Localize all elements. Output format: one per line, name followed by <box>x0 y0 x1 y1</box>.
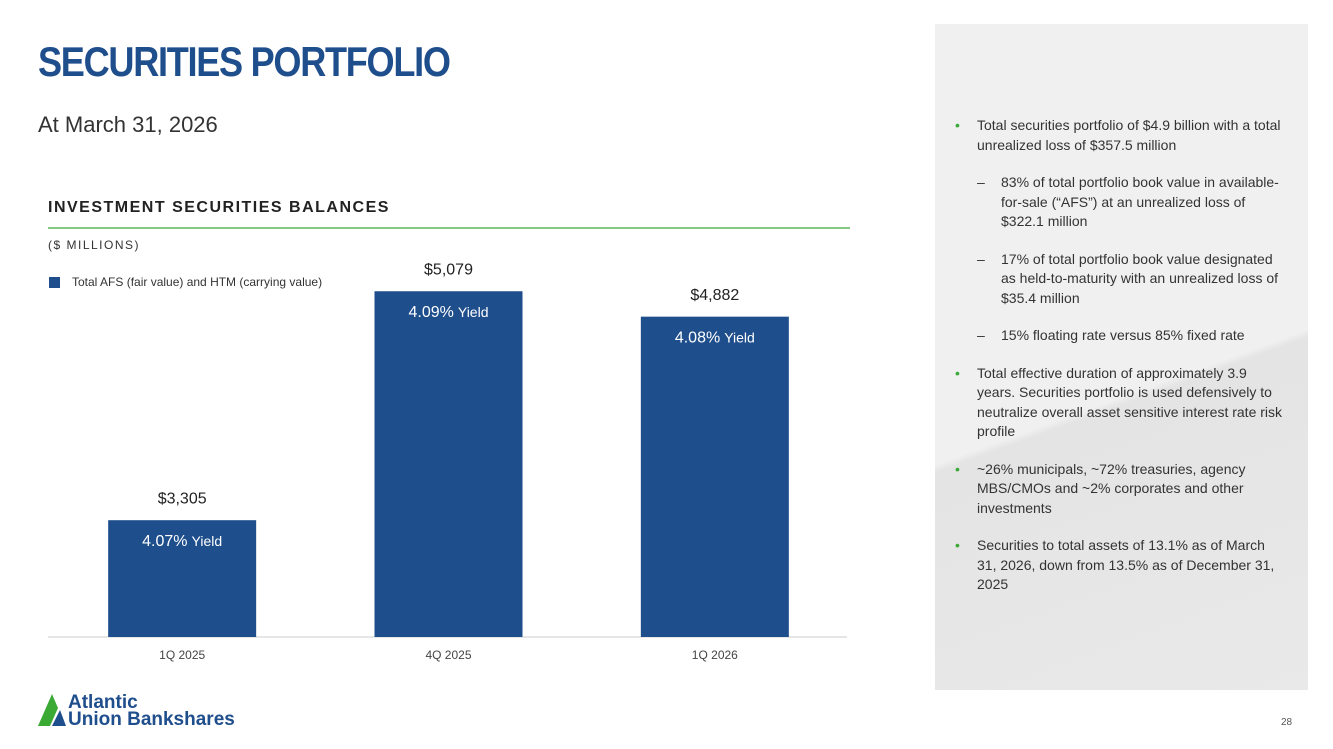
yield-value: 4.07% <box>142 533 187 550</box>
yield-word: Yield <box>192 533 223 549</box>
bullet: Total effective duration of approximatel… <box>955 364 1285 442</box>
value-label: $5,079 <box>424 261 473 278</box>
sub-bullet: 83% of total portfolio book value in ava… <box>955 173 1285 232</box>
yield-label: 4.08% Yield <box>675 329 755 347</box>
x-tick-label: 4Q 2025 <box>425 648 471 662</box>
value-label: $4,882 <box>690 287 739 304</box>
logo-mark <box>52 710 66 726</box>
yield-label: 4.07% Yield <box>142 533 222 551</box>
bullet-list: Total securities portfolio of $4.9 billi… <box>955 116 1285 613</box>
sub-bullet: 17% of total portfolio book value design… <box>955 250 1285 309</box>
bar <box>108 520 257 637</box>
x-tick-label: 1Q 2026 <box>692 648 738 662</box>
yield-word: Yield <box>458 304 489 320</box>
yield-label: 4.09% Yield <box>409 304 489 322</box>
bar <box>374 291 523 637</box>
page-number: 28 <box>1281 717 1293 728</box>
legend-swatch <box>49 277 60 288</box>
slide-subtitle: At March 31, 2026 <box>38 112 218 137</box>
slide-title: SECURITIES PORTFOLIO <box>38 38 451 85</box>
bar <box>640 316 789 637</box>
chart-subtitle: ($ MILLIONS) <box>48 238 140 252</box>
value-label: $3,305 <box>158 490 207 507</box>
logo-mark <box>38 694 58 726</box>
legend-label: Total AFS (fair value) and HTM (carrying… <box>72 275 322 289</box>
chart-title: INVESTMENT SECURITIES BALANCES <box>48 199 390 216</box>
x-tick-label: 1Q 2025 <box>159 648 205 662</box>
chart: INVESTMENT SECURITIES BALANCES ($ MILLIO… <box>48 199 850 662</box>
yield-word: Yield <box>724 329 755 345</box>
bullet: Total securities portfolio of $4.9 billi… <box>955 116 1285 155</box>
yield-value: 4.09% <box>409 304 454 321</box>
yield-value: 4.08% <box>675 330 720 347</box>
logo-text: Atlantic <box>68 692 138 713</box>
bullet: Securities to total assets of 13.1% as o… <box>955 536 1285 595</box>
logo: Atlantic Union Bankshares <box>38 692 235 730</box>
logo-text: Union Bankshares <box>68 709 235 730</box>
sub-bullet: 15% floating rate versus 85% fixed rate <box>955 326 1285 346</box>
bullet: ~26% municipals, ~72% treasuries, agency… <box>955 460 1285 519</box>
